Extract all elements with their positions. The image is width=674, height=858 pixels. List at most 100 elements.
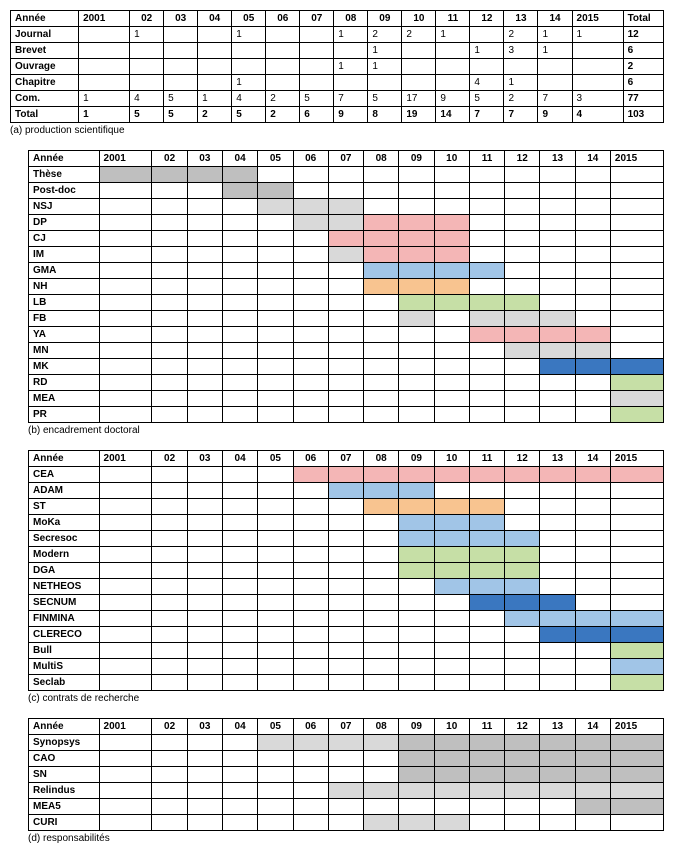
gantt-cell [293,343,328,359]
gantt-cell [469,659,504,675]
gantt-cell [469,499,504,515]
gantt-cell [469,579,504,595]
gantt-cell [258,215,293,231]
gantt-cell [469,515,504,531]
year-header: 11 [469,451,504,467]
value-cell: 1 [504,75,538,91]
gantt-cell [328,183,363,199]
gantt-cell [610,483,663,499]
year-header: 2001 [99,719,152,735]
gantt-cell [99,407,152,423]
gantt-cell [434,311,469,327]
total-cell: 6 [623,43,663,59]
gantt-cell [610,627,663,643]
gantt-cell [222,199,257,215]
gantt-cell [364,483,399,499]
gantt-cell [99,643,152,659]
gantt-cell [610,375,663,391]
gantt-cell [293,467,328,483]
gantt-cell [152,263,187,279]
gantt-cell [328,247,363,263]
gantt-cell [222,799,257,815]
caption-d: (d) responsabilités [28,833,664,844]
value-cell [300,27,334,43]
row-label: GMA [29,263,100,279]
gantt-cell [399,375,434,391]
gantt-cell [505,295,540,311]
value-cell [79,27,130,43]
year-header: 02 [152,451,187,467]
gantt-cell [293,675,328,691]
caption-a: (a) production scientifique [10,125,664,136]
row-label: Com. [11,91,79,107]
gantt-cell [364,311,399,327]
gantt-cell [399,563,434,579]
gantt-cell [293,215,328,231]
gantt-cell [152,675,187,691]
gantt-cell [364,799,399,815]
gantt-cell [399,627,434,643]
gantt-cell [222,327,257,343]
gantt-cell [328,595,363,611]
gantt-cell [152,735,187,751]
gantt-cell [434,783,469,799]
value-cell: 3 [504,43,538,59]
gantt-cell [610,515,663,531]
value-cell [402,75,436,91]
gantt-cell [505,563,540,579]
gantt-cell [187,563,222,579]
gantt-cell [399,799,434,815]
gantt-cell [610,783,663,799]
gantt-cell [99,263,152,279]
gantt-cell [505,279,540,295]
gantt-cell [540,751,575,767]
year-header: 02 [152,719,187,735]
gantt-cell [99,579,152,595]
row-label: ST [29,499,100,515]
gantt-cell [222,675,257,691]
row-label: CLERECO [29,627,100,643]
gantt-cell [610,767,663,783]
gantt-cell [469,167,504,183]
row-label: Thèse [29,167,100,183]
gantt-cell [293,659,328,675]
gantt-cell [187,327,222,343]
value-cell [572,43,623,59]
gantt-cell [469,183,504,199]
gantt-cell [399,467,434,483]
gantt-cell [505,499,540,515]
gantt-cell [575,167,610,183]
gantt-cell [575,183,610,199]
gantt-cell [610,231,663,247]
year-header: 07 [328,151,363,167]
row-label: MN [29,343,100,359]
gantt-cell [152,515,187,531]
gantt-cell [187,391,222,407]
gantt-cell [187,579,222,595]
gantt-cell [222,359,257,375]
year-header: 11 [469,719,504,735]
gantt-cell [364,231,399,247]
gantt-cell [222,231,257,247]
gantt-cell [328,531,363,547]
gantt-cell [575,263,610,279]
year-header: 02 [152,151,187,167]
gantt-cell [293,751,328,767]
gantt-cell [434,735,469,751]
gantt-cell [469,627,504,643]
gantt-cell [258,483,293,499]
gantt-cell [610,751,663,767]
gantt-cell [575,675,610,691]
value-cell [436,59,470,75]
gantt-cell [222,579,257,595]
value-cell: 17 [402,91,436,107]
gantt-cell [258,231,293,247]
gantt-cell [540,483,575,499]
gantt-cell [152,359,187,375]
value-cell: 1 [232,27,266,43]
gantt-cell [505,215,540,231]
year-header: 06 [293,719,328,735]
gantt-cell [540,515,575,531]
gantt-cell [187,295,222,311]
gantt-cell [187,407,222,423]
